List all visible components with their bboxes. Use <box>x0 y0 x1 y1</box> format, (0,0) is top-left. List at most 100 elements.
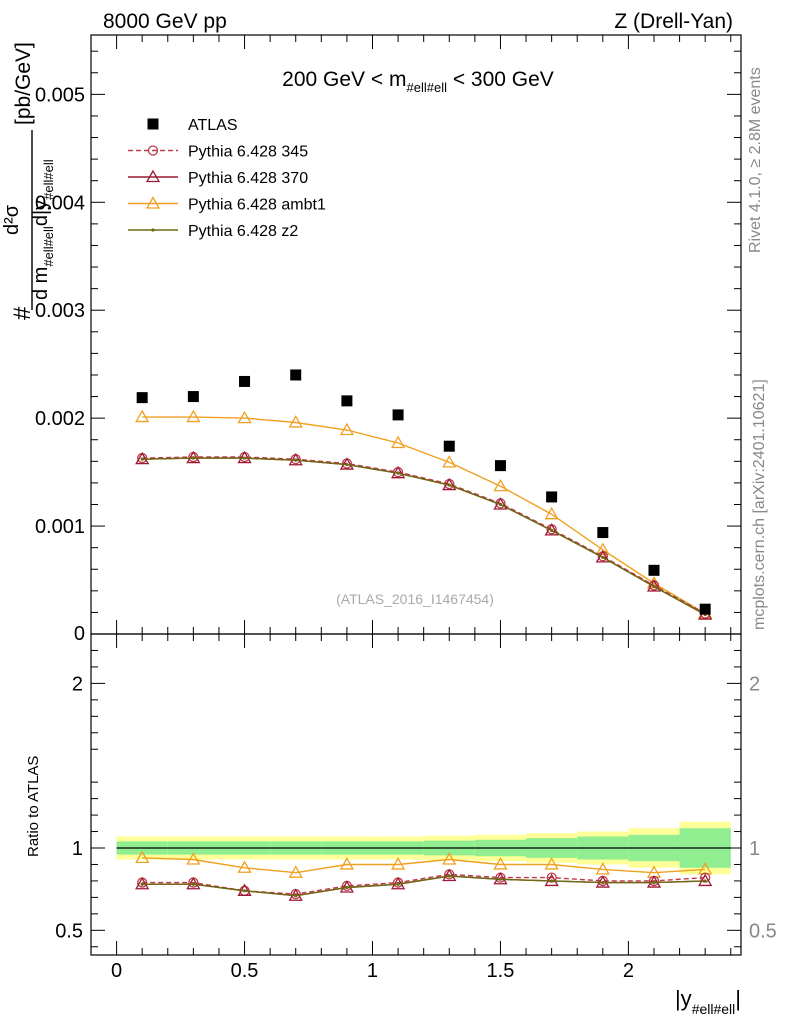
ratio-ytick-label-right: 1 <box>749 838 760 860</box>
ratio-point-pythia-6-428-370 <box>135 876 150 890</box>
legend-marker <box>145 196 161 209</box>
main-point-pythia-6-428-ambt1 <box>135 409 150 423</box>
header-right-label: Z (Drell-Yan) <box>614 10 733 33</box>
main-point-pythia-6-428-ambt1 <box>493 478 508 492</box>
legend-marker <box>145 169 161 183</box>
ratio-series-pythia-6-428-345 <box>137 869 711 900</box>
ratio-point-pythia-6-428-ambt1 <box>390 857 406 870</box>
main-point-atlas <box>443 440 455 452</box>
header-left-label: 8000 GeV pp <box>103 10 227 33</box>
main-point-atlas <box>546 491 558 503</box>
xtick-label: 2 <box>623 960 634 982</box>
main-point-atlas <box>392 409 404 421</box>
rivet-version-label: Rivet 4.1.0, ≥ 2.8M events <box>747 67 764 253</box>
xlabel-pre: |y <box>675 986 692 1011</box>
legend-entry-pythia-6-428-ambt1: Pythia 6.428 ambt1 <box>128 196 326 214</box>
main-point-atlas <box>699 603 711 615</box>
main-point-atlas <box>494 460 506 472</box>
main-ytick-label: 0.004 <box>35 192 85 214</box>
legend-entry-pythia-6-428-370: Pythia 6.428 370 <box>128 169 308 187</box>
ratio-point-pythia-6-428-ambt1 <box>595 862 610 875</box>
legend: ATLAS Pythia 6.428 345 Pythia 6.428 370 Pyt… <box>128 117 326 240</box>
main-point-pythia-6-428-z2 <box>396 471 400 475</box>
ylabel-denominator: d m#ell#elld|y#ell#ell <box>30 159 56 300</box>
ratio-line-pythia-6-428-345 <box>142 873 706 895</box>
main-ytick-label: 0 <box>74 623 85 645</box>
ratio-series-layer <box>135 850 713 901</box>
legend-marker <box>147 145 159 156</box>
plot-title-pre: 200 GeV < m <box>282 68 406 91</box>
xlabel-post: | <box>735 986 741 1011</box>
ylabel-numerator: d²σ <box>1 204 23 235</box>
ratio-point-pythia-6-428-ambt1 <box>135 850 150 864</box>
main-point-atlas <box>136 392 148 404</box>
plot-title: 200 GeV < m#ell#ell < 300 GeV <box>282 68 554 95</box>
main-point-pythia-6-428-z2 <box>294 458 298 462</box>
main-ytick-label: 0.001 <box>35 516 85 538</box>
main-series-pythia-6-428-ambt1 <box>135 409 713 619</box>
ratio-ytick-label: 2 <box>72 673 83 695</box>
main-point-pythia-6-428-ambt1 <box>442 455 457 468</box>
ylabel-den-sub1: #ell#ell <box>41 226 56 267</box>
main-point-atlas <box>187 391 199 403</box>
main-point-pythia-6-428-370 <box>237 450 252 464</box>
xlabel-sub: #ell#ell <box>692 1001 736 1017</box>
analysis-watermark: (ATLAS_2016_I1467454) <box>336 591 494 607</box>
legend-label: Pythia 6.428 370 <box>188 170 308 187</box>
ratio-point-pythia-6-428-370 <box>698 873 713 887</box>
main-point-pythia-6-428-z2 <box>550 528 554 532</box>
ratio-point-pythia-6-428-ambt1 <box>442 852 457 865</box>
ratio-point-pythia-6-428-z2 <box>294 894 298 898</box>
ratio-ytick-label-right: 0.5 <box>749 920 777 942</box>
main-point-pythia-6-428-ambt1 <box>288 415 303 428</box>
main-point-atlas <box>648 564 660 576</box>
legend-label: Pythia 6.428 345 <box>188 144 308 161</box>
main-line-pythia-6-428-z2 <box>142 457 706 616</box>
mcplots-label: mcplots.cern.ch [arXiv:2401.10621] <box>751 379 768 630</box>
main-point-pythia-6-428-z2 <box>498 502 503 507</box>
main-ytick-label: 0.002 <box>35 408 85 430</box>
main-point-pythia-6-428-z2 <box>345 462 349 467</box>
ratio-ytick-label: 0.5 <box>55 920 83 942</box>
xtick-label: 1.5 <box>487 960 515 982</box>
plot-title-post: < 300 GeV <box>447 68 554 91</box>
ylabel-den-pre: d m <box>30 267 52 300</box>
ratio-point-pythia-6-428-z2 <box>140 882 144 886</box>
legend-marker <box>151 228 155 232</box>
main-point-pythia-6-428-370 <box>186 450 201 464</box>
legend-label: ATLAS <box>188 117 238 134</box>
ratio-ytick-label: 1 <box>72 838 83 860</box>
main-point-pythia-6-428-ambt1 <box>595 542 610 555</box>
main-point-pythia-6-428-z2 <box>242 456 247 460</box>
ratio-point-pythia-6-428-z2 <box>345 885 349 890</box>
x-axis-label: |y#ell#ell| <box>675 986 741 1017</box>
main-line-pythia-6-428-ambt1 <box>142 416 706 615</box>
ratio-point-pythia-6-428-370 <box>442 868 457 882</box>
plot-title-sub: #ell#ell <box>407 80 448 95</box>
ylabel-den-mid: d|y <box>30 200 52 226</box>
ratio-line-pythia-6-428-ambt1 <box>142 857 706 874</box>
ratio-series-pythia-6-428-z2 <box>140 874 707 898</box>
main-point-atlas <box>239 375 251 387</box>
legend-label: Pythia 6.428 ambt1 <box>188 197 326 214</box>
ratio-ytick-label-right: 2 <box>749 673 760 695</box>
main-ytick-label: 0.003 <box>35 300 85 322</box>
legend-entry-pythia-6-428-345: Pythia 6.428 345 <box>128 144 308 161</box>
main-ylabel: # d²σ d m#ell#elld|y#ell#ell [pb/GeV] <box>1 42 56 320</box>
ratio-point-pythia-6-428-z2 <box>191 882 195 886</box>
xtick-label: 0.5 <box>231 960 259 982</box>
main-point-pythia-6-428-ambt1 <box>186 409 201 423</box>
main-point-atlas <box>341 395 353 407</box>
main-point-pythia-6-428-ambt1 <box>237 410 252 424</box>
ylabel-unit: [pb/GeV] <box>12 42 35 125</box>
ratio-point-pythia-6-428-ambt1 <box>186 852 201 865</box>
ratio-series-pythia-6-428-370 <box>135 868 713 901</box>
ratio-point-pythia-6-428-z2 <box>396 882 400 886</box>
main-point-pythia-6-428-ambt1 <box>390 435 406 449</box>
ratio-point-pythia-6-428-ambt1 <box>237 860 252 873</box>
main-point-atlas <box>290 369 302 381</box>
main-ytick-label: 0.005 <box>35 84 85 106</box>
ratio-point-pythia-6-428-z2 <box>601 880 605 885</box>
